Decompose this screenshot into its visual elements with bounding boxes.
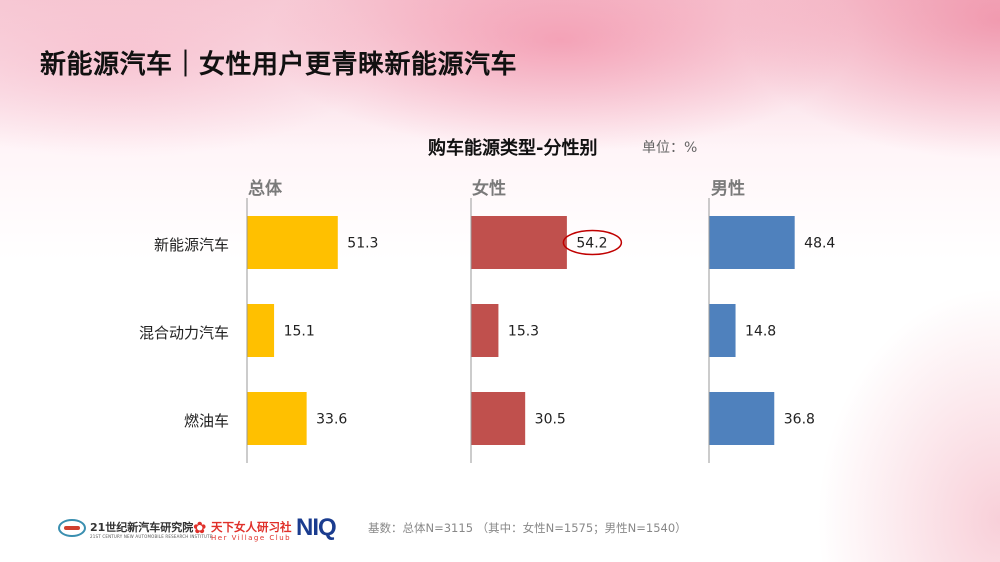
footer-note: 基数：总体N=3115 （其中：女性N=1575；男性N=1540）	[368, 521, 687, 535]
data-label-female-nev: 54.2	[576, 236, 607, 252]
data-label-male-nev: 48.4	[804, 236, 835, 252]
logo2-subtext: Her Village Club	[211, 534, 292, 542]
data-label-total-nev: 51.3	[347, 236, 378, 252]
clover-icon: ✿	[193, 518, 207, 537]
logo1-subtext: 21ST CENTURY NEW AUTOMOBILE RESEARCH INS…	[90, 534, 213, 539]
bar-female-nev	[471, 216, 567, 269]
research-institute-logo: 21世纪新汽车研究院 21ST CENTURY NEW AUTOMOBILE R…	[58, 516, 212, 544]
panel-title-total: 总体	[248, 179, 282, 199]
data-label-male-fuel: 36.8	[784, 412, 815, 428]
bar-total-fuel	[247, 392, 307, 445]
logo2-text: 天下女人研习社	[211, 520, 292, 534]
bar-male-nev	[709, 216, 795, 269]
niq-logo: NIQ	[296, 514, 337, 541]
logo1-text: 21世纪新汽车研究院	[90, 521, 194, 534]
bar-female-hybrid	[471, 304, 499, 357]
category-label-nev: 新能源汽车	[153, 236, 229, 254]
data-label-total-hybrid: 15.1	[284, 324, 315, 340]
data-label-female-fuel: 30.5	[535, 412, 566, 428]
data-label-total-fuel: 33.6	[316, 412, 347, 428]
data-label-male-hybrid: 14.8	[745, 324, 776, 340]
highlight-circle	[562, 229, 623, 256]
category-label-fuel: 燃油车	[183, 412, 229, 430]
unit-label: 单位：%	[642, 140, 698, 156]
data-label-female-hybrid: 15.3	[508, 324, 539, 340]
bar-female-fuel	[471, 392, 526, 445]
her-village-logo: ✿ 天下女人研习社 Her Village Club	[193, 518, 292, 544]
chart-title: 购车能源类型-分性别	[428, 138, 598, 159]
bar-male-hybrid	[709, 304, 736, 357]
bar-male-fuel	[709, 392, 775, 445]
panel-title-male: 男性	[711, 179, 745, 199]
category-label-hybrid: 混合动力汽车	[138, 324, 229, 342]
slide-title: 新能源汽车｜女性用户更青睐新能源汽车	[40, 50, 518, 80]
panel-title-female: 女性	[472, 179, 506, 199]
bar-total-hybrid	[247, 304, 275, 357]
bar-total-nev	[247, 216, 338, 269]
car-emblem-icon	[58, 519, 86, 537]
